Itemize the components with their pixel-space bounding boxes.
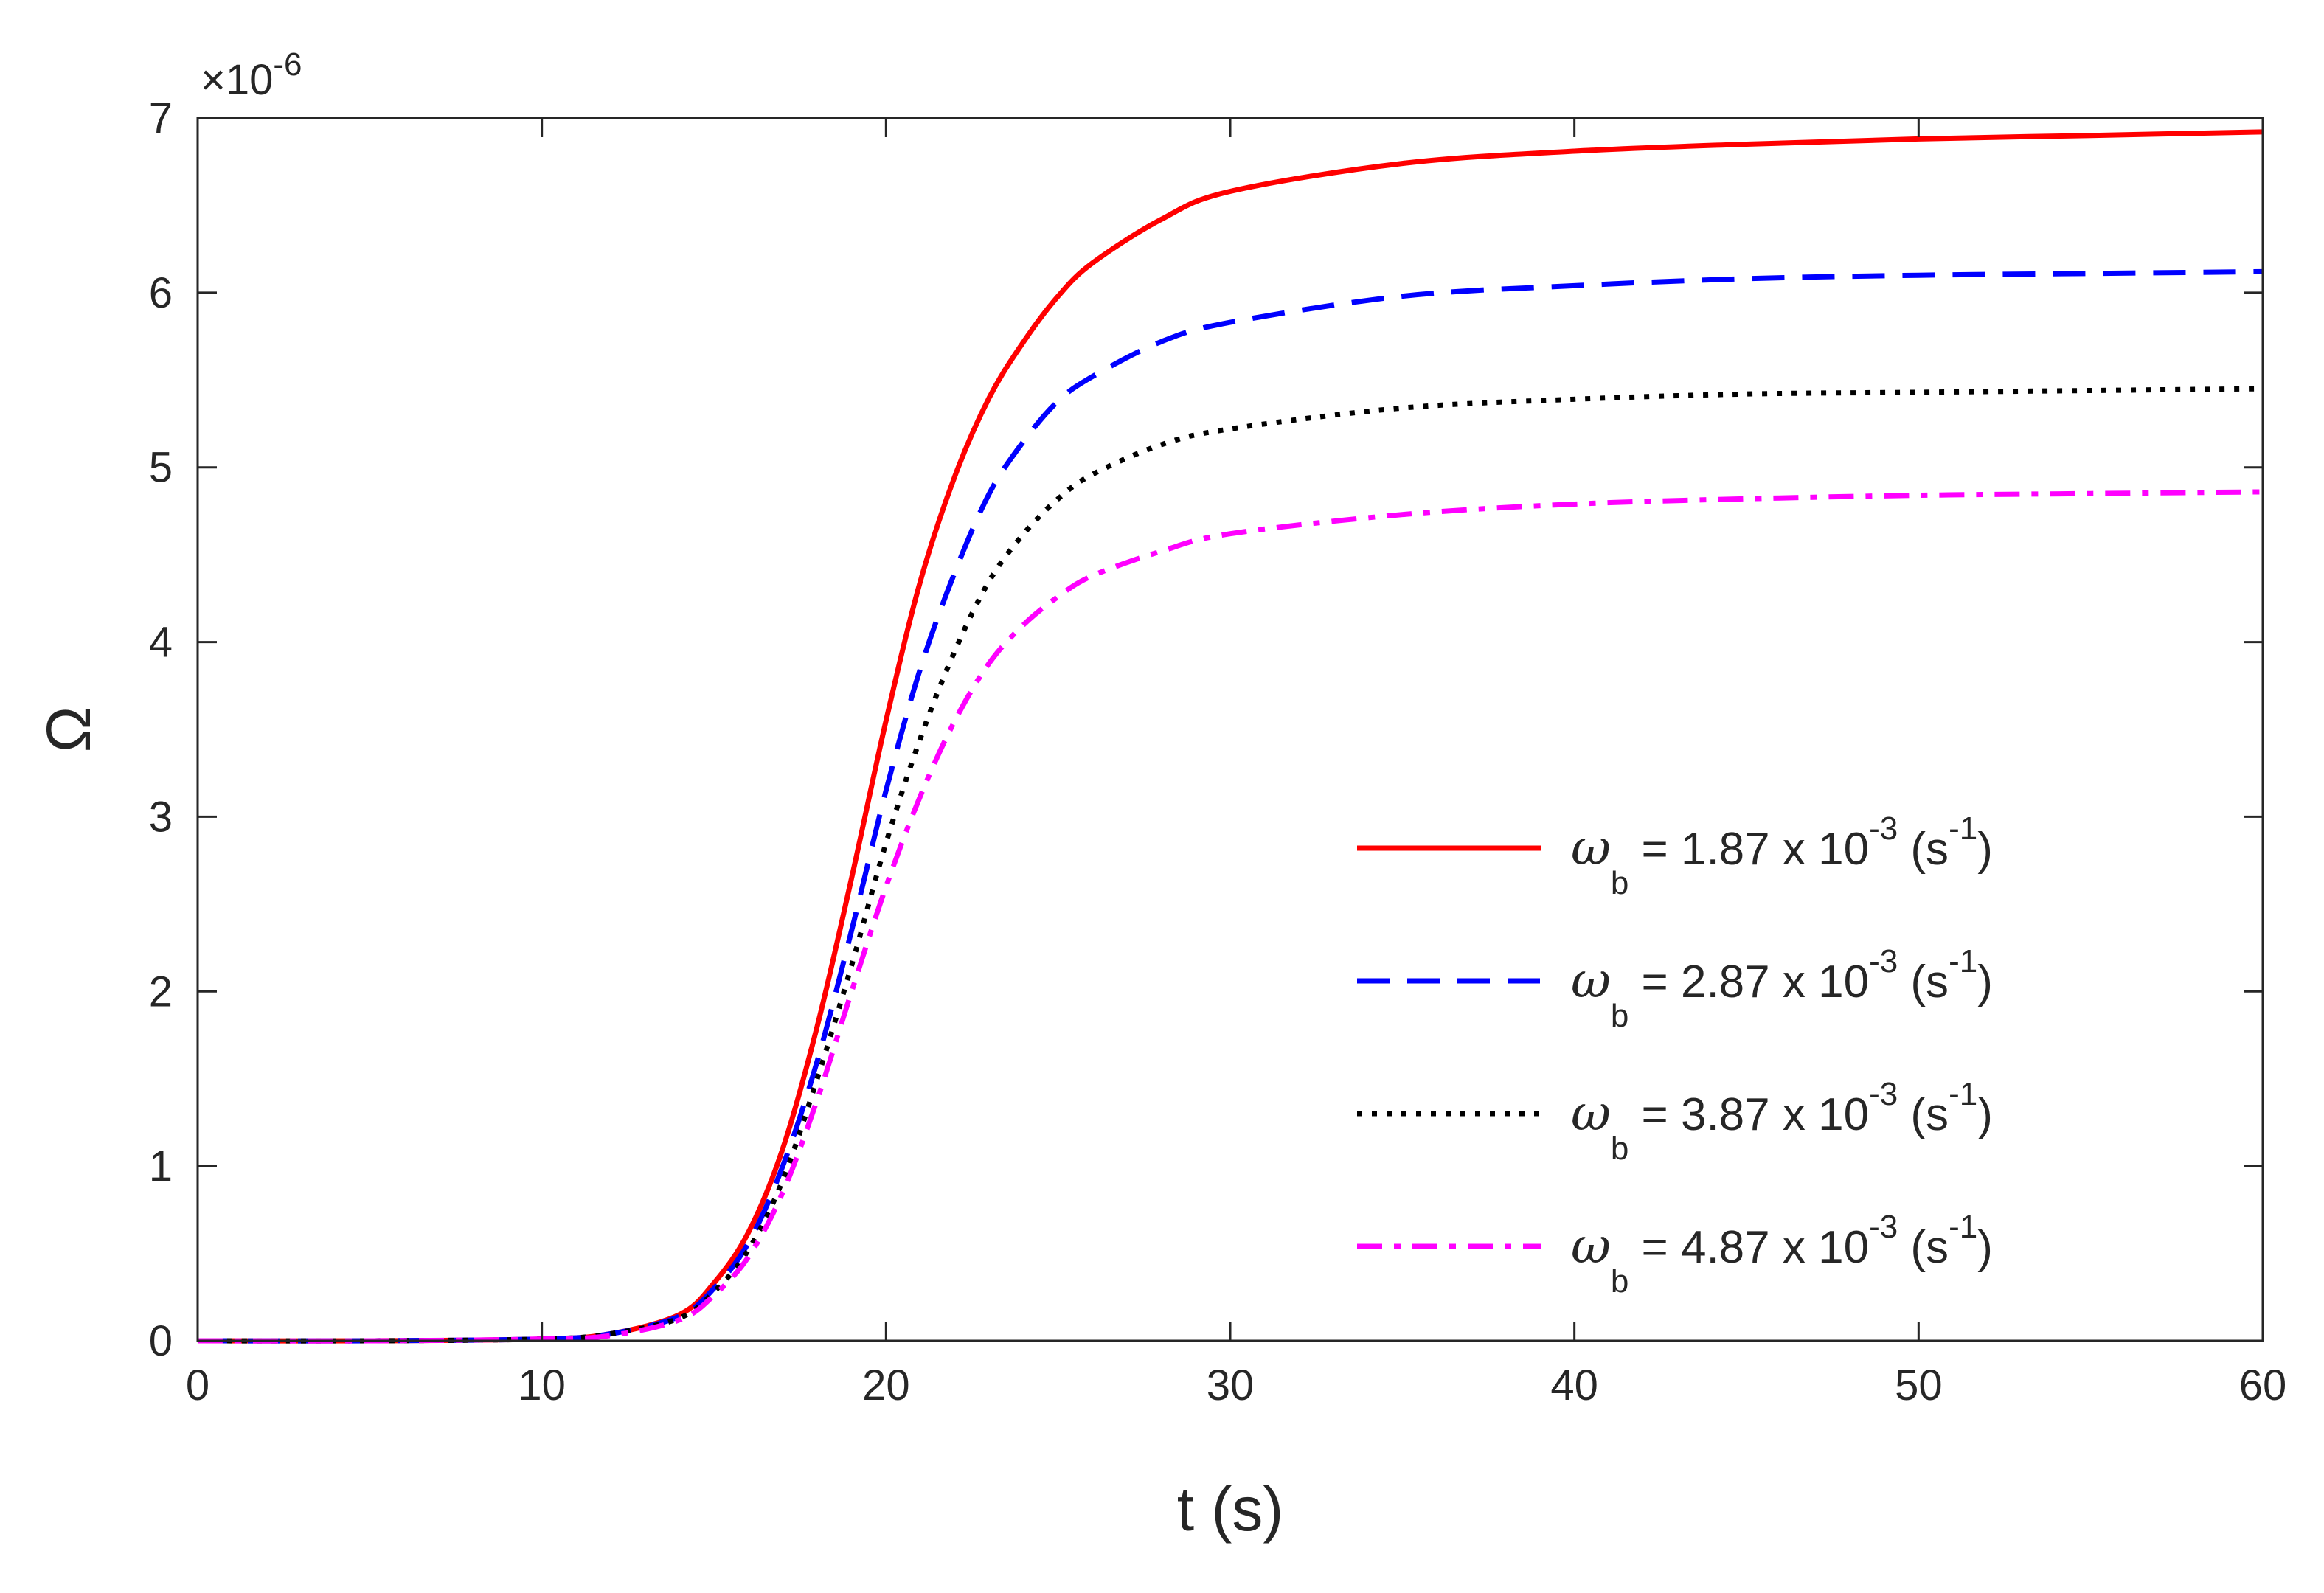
legend-sub: b (1611, 1263, 1628, 1299)
legend-label: ωb = 2.87 x 10-3 (s-1) (1571, 943, 1993, 1034)
legend-sub: b (1611, 998, 1628, 1034)
y-tick-label: 4 (149, 619, 173, 667)
y-tick-label: 3 (149, 793, 173, 841)
series-line-1 (197, 129, 2264, 1344)
x-tick-label: 40 (1550, 1361, 1598, 1409)
legend-item-4: ωb = 4.87 x 10-3 (s-1) (1357, 1209, 1993, 1299)
legend-eq: = 3.87 x 10 (1628, 1089, 1869, 1140)
legend-unit-close: ) (1977, 824, 1993, 875)
series-line-4 (197, 489, 2264, 1344)
legend-unit-exp: -1 (1949, 943, 1977, 979)
x-tick-label: 30 (1207, 1361, 1255, 1409)
x-tick-label: 0 (186, 1361, 209, 1409)
legend-item-2: ωb = 2.87 x 10-3 (s-1) (1357, 943, 1993, 1034)
legend-exp: -3 (1869, 1076, 1898, 1112)
legend-exp: -3 (1869, 943, 1898, 979)
x-axis-label: t (s) (1177, 1474, 1284, 1544)
legend-symbol: ω (1571, 1085, 1611, 1142)
exponent-power: -6 (273, 46, 302, 83)
legend-unit-close: ) (1977, 957, 1993, 1007)
y-axis-exponent-label: ×10-6 (201, 46, 302, 104)
legend-item-3: ωb = 3.87 x 10-3 (s-1) (1357, 1076, 1993, 1167)
legend-unit-close: ) (1977, 1089, 1993, 1140)
legend-symbol: ω (1571, 952, 1611, 1009)
y-tick-label: 6 (149, 269, 173, 317)
y-axis-label: Ω (34, 707, 103, 753)
y-tick-label: 0 (149, 1317, 173, 1365)
legend-unit-exp: -1 (1949, 811, 1977, 847)
legend-unit-close: ) (1977, 1222, 1993, 1273)
legend-exp: -3 (1869, 1209, 1898, 1245)
y-tick-label: 7 (149, 94, 173, 142)
exponent-base: ×10 (201, 56, 273, 104)
axis-ticks (196, 117, 2264, 1342)
y-tick-label: 2 (149, 968, 173, 1016)
legend-label: ωb = 1.87 x 10-3 (s-1) (1571, 811, 1993, 901)
x-tick-label: 60 (2239, 1361, 2287, 1409)
legend-item-1: ωb = 1.87 x 10-3 (s-1) (1357, 811, 1993, 901)
plot-area-frame (196, 117, 2264, 1342)
legend-unit-exp: -1 (1949, 1076, 1977, 1112)
y-tick-label: 1 (149, 1142, 173, 1190)
legend-label: ωb = 4.87 x 10-3 (s-1) (1571, 1209, 1993, 1299)
legend: ωb = 1.87 x 10-3 (s-1)ωb = 2.87 x 10-3 (… (1357, 811, 1993, 1299)
legend-sub: b (1611, 865, 1628, 901)
legend-eq: = 2.87 x 10 (1628, 957, 1869, 1007)
legend-sub: b (1611, 1131, 1628, 1167)
series-line-2 (197, 268, 2264, 1344)
legend-symbol: ω (1571, 819, 1611, 876)
legend-eq: = 1.87 x 10 (1628, 824, 1869, 875)
legend-unit-open: (s (1898, 824, 1949, 875)
y-tick-label: 5 (149, 444, 173, 492)
x-tick-label: 20 (862, 1361, 910, 1409)
series-line-3 (197, 386, 2264, 1344)
legend-exp: -3 (1869, 811, 1898, 847)
legend-unit-exp: -1 (1949, 1209, 1977, 1245)
series-layer (197, 129, 2264, 1344)
legend-unit-open: (s (1898, 1089, 1949, 1140)
legend-unit-open: (s (1898, 957, 1949, 1007)
axis-tick-labels: 0 10 20 30 40 50 60 0 1 2 3 4 5 6 7 (149, 94, 2287, 1409)
legend-unit-open: (s (1898, 1222, 1949, 1273)
legend-label: ωb = 3.87 x 10-3 (s-1) (1571, 1076, 1993, 1167)
legend-eq: = 4.87 x 10 (1628, 1222, 1869, 1273)
x-tick-label: 10 (518, 1361, 566, 1409)
x-tick-label: 50 (1895, 1361, 1943, 1409)
legend-symbol: ω (1571, 1218, 1611, 1274)
